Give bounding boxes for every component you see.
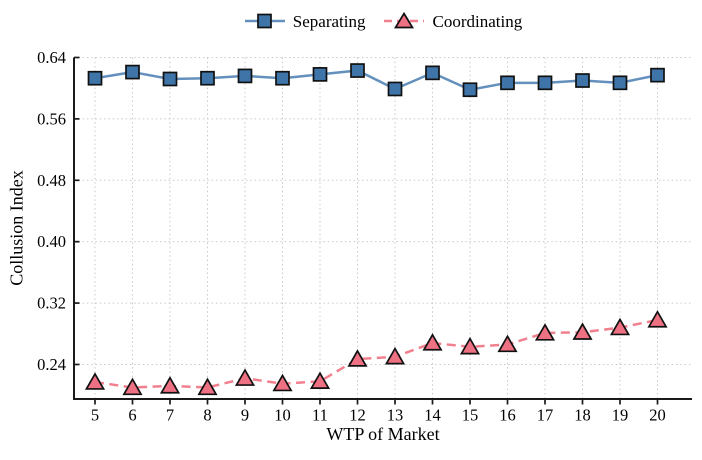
legend-item-separating: Separating — [244, 11, 366, 31]
legend-item-coordinating: Coordinating — [383, 12, 522, 30]
y-tick-label: 0.40 — [37, 232, 66, 251]
x-tick-label: 12 — [349, 406, 366, 425]
x-tick-label: 18 — [574, 406, 591, 425]
marker-triangle-coordinating — [272, 373, 293, 392]
x-tick-label: 15 — [462, 406, 479, 425]
marker-square-separating — [87, 70, 103, 86]
marker-square-separating — [425, 65, 440, 81]
marker-square-separating — [312, 67, 328, 82]
x-tick-label: 19 — [612, 406, 629, 425]
marker-triangle-coordinating — [647, 310, 668, 328]
x-tick-label: 17 — [537, 406, 554, 425]
marker-triangle-coordinating — [384, 346, 406, 365]
marker-square-separating — [162, 71, 178, 87]
x-tick-label: 16 — [499, 406, 516, 425]
x-tick-label: 7 — [166, 406, 174, 425]
marker-square-separating — [612, 75, 628, 91]
marker-triangle-coordinating — [572, 322, 593, 340]
marker-triangle-coordinating — [609, 317, 631, 336]
x-tick-label: 8 — [203, 406, 211, 425]
marker-triangle-coordinating — [459, 336, 481, 355]
series-line-coordinating — [94, 318, 658, 389]
marker-square-separating — [275, 70, 290, 86]
x-tick-label: 6 — [128, 406, 136, 425]
x-tick-label: 5 — [91, 406, 99, 425]
y-tick-label: 0.48 — [37, 171, 66, 190]
x-axis-label: WTP of Market — [326, 424, 440, 444]
marker-triangle-coordinating — [422, 333, 443, 351]
marker-triangle-coordinating — [197, 377, 218, 396]
marker-square-separating — [237, 68, 253, 84]
marker-square-separating — [350, 63, 365, 78]
y-axis-label: Collusion Index — [6, 170, 27, 286]
marker-triangle-coordinating — [122, 377, 143, 396]
marker-square-separating — [650, 67, 665, 83]
marker-triangle-coordinating — [534, 323, 556, 341]
marker-square-separating — [387, 81, 403, 97]
marker-square-separating — [537, 75, 553, 91]
marker-triangle-coordinating — [159, 376, 181, 394]
y-tick-label: 0.24 — [37, 355, 66, 374]
marker-triangle-coordinating — [84, 372, 106, 390]
separating-swatch-icon — [244, 13, 285, 29]
y-tick-label: 0.32 — [37, 294, 66, 313]
x-tick-label: 11 — [312, 406, 328, 425]
x-tick-label: 14 — [424, 406, 441, 425]
x-tick-label: 10 — [274, 406, 291, 425]
y-tick-label: 0.64 — [37, 48, 66, 67]
legend-label-separating: Separating — [292, 11, 366, 31]
marker-square-separating — [200, 70, 215, 86]
marker-square-separating — [500, 75, 515, 91]
marker-triangle-coordinating — [347, 349, 368, 367]
marker-triangle-coordinating — [497, 334, 518, 353]
marker-square-separating — [575, 73, 590, 88]
legend: Separating Coordinating — [74, 8, 692, 34]
y-tick-label: 0.56 — [37, 109, 66, 128]
coordinating-swatch-icon — [384, 12, 425, 29]
marker-square-separating — [125, 64, 140, 80]
x-tick-label: 20 — [649, 406, 666, 425]
marker-square-separating — [462, 82, 478, 98]
legend-label-coordinating: Coordinating — [432, 11, 523, 31]
x-tick-label: 9 — [241, 406, 249, 425]
marker-triangle-coordinating — [309, 371, 331, 389]
series-line-separating — [94, 69, 658, 91]
marker-triangle-coordinating — [234, 368, 256, 386]
x-tick-label: 13 — [387, 406, 404, 425]
